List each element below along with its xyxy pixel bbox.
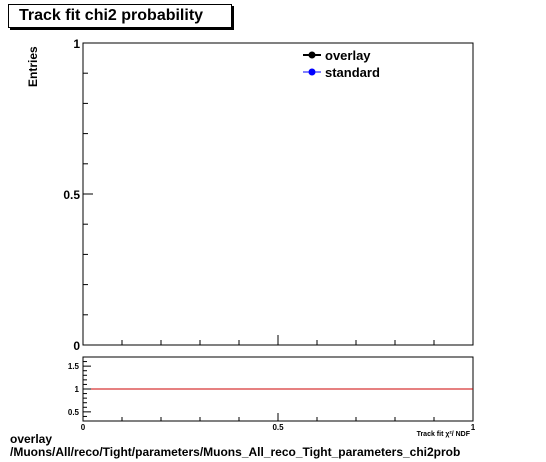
main-y-tick-label: 0.5 [63,188,80,202]
main-axis-ticks [82,42,474,346]
x-axis-label: Track fit χ²/ NDF [417,431,471,438]
ratio-x-tick-label: 1 [471,423,476,432]
ratio-y-tick-label: 0.5 [68,408,80,417]
legend-label-standard: standard [325,65,380,80]
main-plot-frame [82,42,474,346]
y-axis-label: Entries [26,46,40,87]
main-y-tick-label: 1 [73,37,80,51]
legend: overlay standard [303,48,380,80]
footer-line-1: overlay [10,432,53,446]
legend-marker-overlay [308,51,316,59]
ratio-axis-labels: 0.511.50 0.5 1 [68,362,476,432]
ratio-y-tick-label: 1.5 [68,362,80,371]
ratio-axis-ticks [82,356,474,421]
ratio-x-tick-label: 0 [81,423,86,432]
main-axis-labels: 00.51 [63,37,80,353]
ratio-y-tick-label: 1 [75,385,80,394]
legend-label-overlay: overlay [325,48,371,63]
chart-title: Track fit chi2 probability [8,4,232,28]
main-y-tick-label: 0 [73,339,80,353]
ratio-x-tick-label: 0.5 [272,423,284,432]
legend-marker-standard [308,68,316,76]
footer-line-2: /Muons/All/reco/Tight/parameters/Muons_A… [10,445,461,459]
